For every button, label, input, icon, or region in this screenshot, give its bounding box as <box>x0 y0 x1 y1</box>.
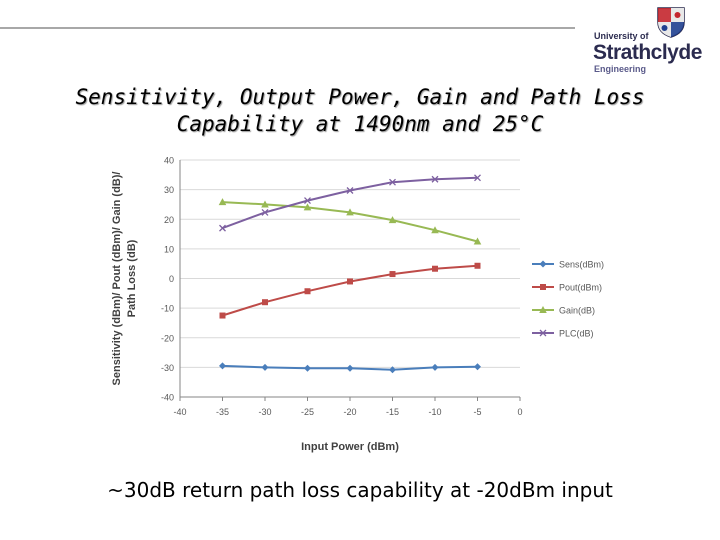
slide-title-line-1: Sensitivity, Output Power, Gain and Path… <box>75 85 645 109</box>
data-point-gain-db <box>261 200 269 208</box>
legend-label-gain-db: Gain(dB) <box>559 306 595 316</box>
chart-svg: 40 30 20 10 0 -10 -20 -30 -40 -40 -35 -30 -25 -20 -15 -… <box>111 156 604 454</box>
data-point-sens-dbm <box>431 363 439 371</box>
x-tick-label: -25 <box>301 407 314 417</box>
line-chart: 40 30 20 10 0 -10 -20 -30 -40 -40 -35 -30 -25 -20 -15 -… <box>100 148 630 460</box>
slide-caption: ~30dB return path loss capability at -20… <box>107 478 613 502</box>
legend-label-sens-dbm: Sens(dBm) <box>559 260 604 270</box>
logo-department-text: Engineering <box>594 64 647 74</box>
data-point-pout-dbm <box>474 262 481 269</box>
data-point-plc-db <box>219 224 226 232</box>
data-point-pout-dbm <box>219 312 226 319</box>
data-point-pout-dbm <box>389 271 396 278</box>
x-tick-label: -20 <box>343 407 356 417</box>
y-axis-title-line: Path Loss (dB) <box>126 239 138 317</box>
data-point-pout-dbm <box>262 299 268 306</box>
crest-icon <box>657 7 685 38</box>
data-point-plc-db <box>346 187 354 194</box>
data-point-sens-dbm <box>261 363 269 371</box>
y-tick-label: -20 <box>161 333 174 343</box>
series-line-plc-db <box>222 176 478 230</box>
x-axis-title: Input Power (dBm) <box>301 441 399 453</box>
data-point-gain-db <box>346 208 354 216</box>
data-point-gain-db <box>431 226 439 234</box>
data-point-sens-dbm <box>346 364 354 372</box>
data-point-plc-db <box>431 175 439 183</box>
legend-marker-plc-db <box>539 329 547 337</box>
data-point-plc-db <box>304 197 311 205</box>
legend-label-pout-dbm: Pout(dBm) <box>559 283 602 293</box>
logo-university-text: University of <box>594 31 649 41</box>
legend-marker-pout-dbm <box>540 284 546 290</box>
data-point-sens-dbm <box>219 362 226 370</box>
x-tick-label: -10 <box>428 407 441 417</box>
data-point-pout-dbm <box>304 288 311 295</box>
x-tick-label: 0 <box>517 407 522 417</box>
x-tick-label: -5 <box>473 407 481 417</box>
x-tick-label: -30 <box>258 407 271 417</box>
slide-title-line-2: Capability at 1490nm and 25°C <box>176 112 544 136</box>
data-point-gain-db <box>473 237 482 245</box>
y-tick-label: -40 <box>161 393 174 403</box>
y-tick-label: 0 <box>169 274 174 284</box>
university-logo: University of Strathclyde Engineering <box>588 6 716 76</box>
y-axis-title-line: Sensitivity (dBm)/ Pout (dBm)/ Gain (dB)… <box>111 172 123 386</box>
series-line-gain-db <box>222 201 478 243</box>
data-point-plc-db <box>389 178 396 186</box>
data-point-plc-db <box>474 174 481 182</box>
legend-marker-gain-db <box>539 306 547 313</box>
data-point-gain-db <box>303 203 312 211</box>
y-tick-label: 40 <box>164 156 174 166</box>
y-tick-label: 20 <box>164 215 174 225</box>
data-point-sens-dbm <box>474 363 481 371</box>
logo-name-text: Strathclyde <box>593 41 702 64</box>
x-tick-label: -40 <box>173 407 186 417</box>
y-tick-label: 10 <box>164 244 174 254</box>
y-tick-label: -30 <box>161 363 174 373</box>
slide-title: Sensitivity, Output Power, Gain and Path… <box>30 84 690 138</box>
data-point-gain-db <box>388 216 397 224</box>
y-tick-label: 30 <box>164 185 174 195</box>
legend-marker-sens-dbm <box>539 260 547 268</box>
header-divider <box>0 27 575 29</box>
data-point-sens-dbm <box>304 364 311 372</box>
legend-label-plc-db: PLC(dB) <box>559 329 594 339</box>
data-point-pout-dbm <box>347 278 353 285</box>
x-tick-label: -15 <box>386 407 399 417</box>
data-point-pout-dbm <box>432 265 438 272</box>
data-point-sens-dbm <box>389 366 396 374</box>
data-point-plc-db <box>261 208 269 216</box>
y-tick-label: -10 <box>161 304 174 314</box>
data-point-gain-db <box>218 198 227 206</box>
x-tick-label: -35 <box>216 407 229 417</box>
